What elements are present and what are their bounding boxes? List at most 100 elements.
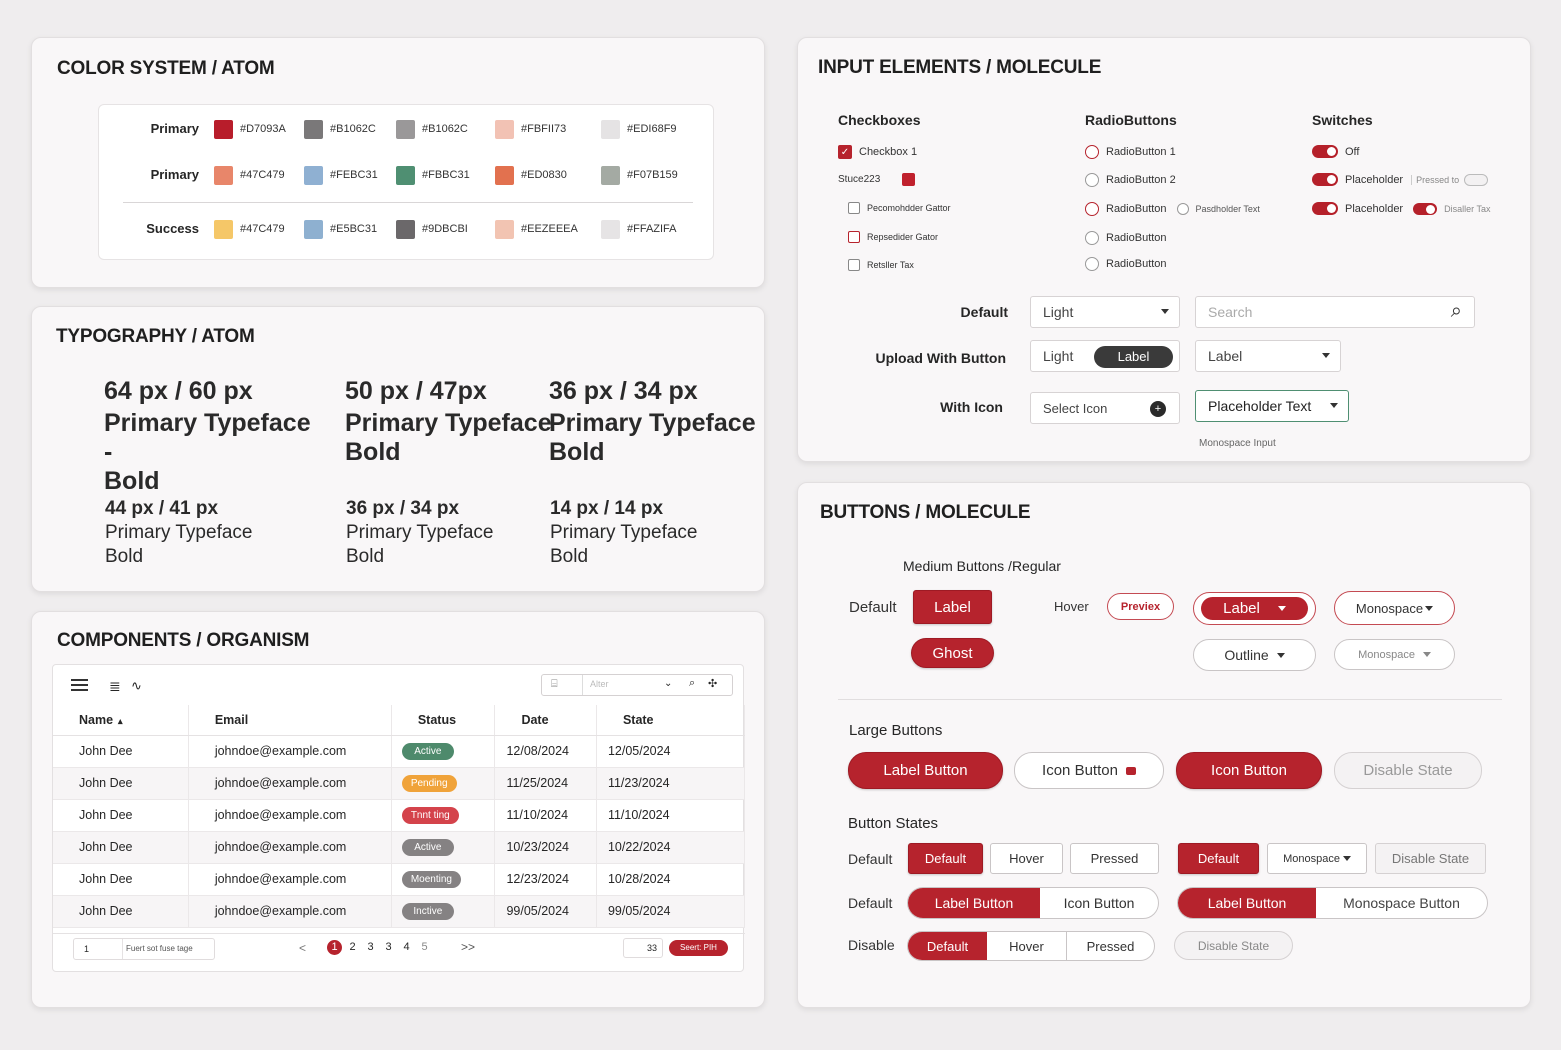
menu-icon[interactable] <box>71 679 88 691</box>
state-pressed-button[interactable]: Pressed <box>1070 843 1159 874</box>
upload-field[interactable]: Light Label <box>1030 340 1180 372</box>
filter-input[interactable]: ⌸ Alter ⌄ ⌕ ✣ <box>541 674 733 696</box>
color-chip[interactable]: #FFAZIFA <box>601 219 677 239</box>
checkbox-item[interactable]: Stuce223 <box>838 173 916 186</box>
add-icon[interactable]: + <box>1150 401 1166 417</box>
page-4[interactable]: 3 <box>385 941 392 953</box>
radio-item[interactable]: RadioButton 1 <box>1085 145 1176 159</box>
state-hover-button[interactable]: Hover <box>990 843 1063 874</box>
disable-state-button[interactable]: Disable State <box>1174 931 1293 960</box>
large-icon-button[interactable]: Icon Button <box>1014 752 1164 789</box>
label-dropdown[interactable]: Label <box>1195 340 1341 372</box>
table-row[interactable]: John Dee johndoe@example.com Tnnt ting 11/1… <box>53 799 746 832</box>
table-row[interactable]: John Dee johndoe@example.com Inctive 99/05/… <box>53 895 746 928</box>
color-chip[interactable]: #FBFII73 <box>495 119 566 139</box>
label-dropdown-button-wrap[interactable]: Label <box>1193 592 1316 625</box>
page-5[interactable]: 4 <box>403 941 410 953</box>
large-disabled-button[interactable]: Disable State <box>1334 752 1482 789</box>
radio-item[interactable]: RadioButton Pasdholder Text <box>1085 202 1260 216</box>
footer-action-button[interactable]: Seert: PIH <box>669 940 728 956</box>
segment-hover[interactable]: Hover <box>987 932 1067 960</box>
color-chip[interactable]: #B1062C <box>396 119 468 139</box>
large-icon-button-red[interactable]: Icon Button <box>1176 752 1322 789</box>
column-header[interactable]: Name ▴ <box>53 705 189 736</box>
label-dropdown-button[interactable]: Label <box>1201 597 1308 620</box>
segment-icon-button[interactable]: Icon Button <box>1063 895 1135 911</box>
color-chip[interactable]: #FEBC31 <box>304 165 378 185</box>
list-icon[interactable]: ≣ <box>109 678 121 694</box>
radio-item[interactable]: RadioButton 2 <box>1085 173 1176 187</box>
search-icon[interactable]: ⌕ <box>1450 300 1462 322</box>
segment-monospace-button[interactable]: Monospace Button <box>1343 895 1460 911</box>
radio-button[interactable] <box>1085 231 1099 245</box>
color-chip[interactable]: #EDI68F9 <box>601 119 677 139</box>
column-header[interactable]: Date <box>494 705 597 736</box>
toggle-switch-off[interactable] <box>1464 173 1489 186</box>
disable-segmented[interactable]: Default Hover Pressed <box>907 931 1155 961</box>
toggle-switch[interactable] <box>1312 202 1338 215</box>
checkbox[interactable] <box>848 259 860 271</box>
segment-label-button[interactable]: Label Button <box>908 888 1040 918</box>
more-icon[interactable]: ✣ <box>708 678 718 690</box>
color-chip[interactable]: #D7093A <box>214 119 286 139</box>
search-icon[interactable]: ⌕ <box>689 677 696 689</box>
label-monospace-segmented[interactable]: Label Button Monospace Button <box>1177 887 1488 919</box>
switch-item[interactable]: Placeholder Pressed to <box>1312 173 1489 186</box>
checkbox-item[interactable]: Repsedider Gator <box>848 231 938 243</box>
switch-item[interactable]: Placeholder Disaller Tax <box>1312 202 1490 215</box>
color-chip[interactable]: #B1062C <box>304 119 376 139</box>
table-row[interactable]: John Dee johndoe@example.com Active 10/23/2… <box>53 831 746 864</box>
segment-pressed[interactable]: Pressed <box>1086 938 1135 954</box>
checkbox-item[interactable]: Pecomohdder Gattor <box>848 202 951 214</box>
page-3[interactable]: 3 <box>367 941 374 953</box>
radio-button[interactable] <box>1176 203 1189 215</box>
table-row[interactable]: John Dee johndoe@example.com Active 12/08/2… <box>53 735 746 768</box>
light-dropdown[interactable]: Light <box>1030 296 1180 328</box>
color-chip[interactable]: #47C479 <box>214 165 285 185</box>
table-row[interactable]: John Dee johndoe@example.com Pending 11/25/… <box>53 767 746 800</box>
page-6[interactable]: 5 <box>421 941 428 953</box>
checkbox-item[interactable]: Retsller Tax <box>848 259 914 271</box>
radio-button[interactable] <box>1085 257 1099 271</box>
state-monospace-button[interactable]: Monospace <box>1267 843 1367 874</box>
color-chip[interactable]: #9DBCBI <box>396 219 468 239</box>
page-2[interactable]: 2 <box>349 941 356 953</box>
radio-button[interactable] <box>1085 173 1099 187</box>
state-disabled-button[interactable]: Disable State <box>1375 843 1486 874</box>
toggle-switch[interactable] <box>1413 202 1438 215</box>
checkbox-item[interactable]: ✓ Checkbox 1 <box>838 145 917 159</box>
segment-label-button-2[interactable]: Label Button <box>1178 888 1316 918</box>
toggle-switch[interactable] <box>1312 173 1338 186</box>
monospace-disabled-button[interactable]: Monospace <box>1334 639 1455 670</box>
radio-button[interactable] <box>1085 145 1099 159</box>
radio-item[interactable]: RadioButton <box>1085 231 1167 245</box>
radio-item[interactable]: RadioButton <box>1085 257 1167 271</box>
segment-default[interactable]: Default <box>908 932 987 960</box>
radio-button[interactable] <box>1085 202 1099 216</box>
placeholder-dropdown[interactable]: Placeholder Text <box>1195 390 1349 422</box>
table-row[interactable]: John Dee johndoe@example.com Moenting 12/23… <box>53 863 746 896</box>
switch-item[interactable]: Off <box>1312 145 1359 158</box>
checkbox-checked[interactable]: ✓ <box>838 145 852 159</box>
column-header[interactable]: State <box>596 705 746 736</box>
color-chip[interactable]: #E5BC31 <box>304 219 377 239</box>
large-label-button[interactable]: Label Button <box>848 752 1003 789</box>
upload-label-button[interactable]: Label <box>1094 346 1173 368</box>
color-chip[interactable]: #EEZEEEA <box>495 219 578 239</box>
column-header[interactable]: Email <box>188 705 392 736</box>
label-button[interactable]: Label <box>913 590 992 624</box>
state-default-button[interactable]: Default <box>908 843 983 874</box>
column-header[interactable]: Status <box>391 705 496 736</box>
page-1[interactable]: 1 <box>327 940 342 955</box>
rows-per-page-field[interactable]: 1 Fuert sot fuse tage <box>73 938 215 960</box>
search-input[interactable]: Search ⌕ <box>1195 296 1475 328</box>
color-chip[interactable]: #F07B159 <box>601 165 678 185</box>
prev-page-button[interactable]: < <box>299 941 307 955</box>
sort-icon[interactable]: ▴ <box>118 715 123 726</box>
checkbox[interactable] <box>848 202 860 214</box>
label-icon-segmented[interactable]: Label Button Icon Button <box>907 887 1159 919</box>
outline-button[interactable]: Outline <box>1193 639 1316 671</box>
next-page-button[interactable]: >> <box>461 940 476 954</box>
monospace-dropdown-button[interactable]: Monospace <box>1334 591 1455 625</box>
select-icon-field[interactable]: Select Icon + <box>1030 392 1180 424</box>
